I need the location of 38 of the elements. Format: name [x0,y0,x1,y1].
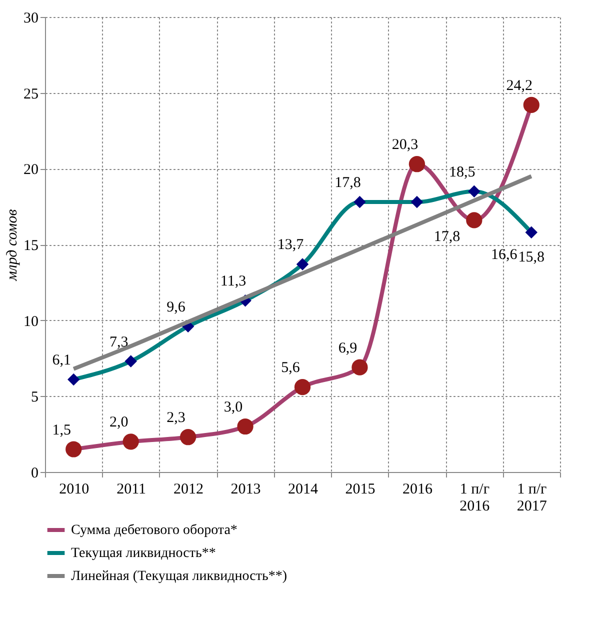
data-label: 1,5 [52,422,71,438]
y-axis-title: млрд сомов [4,208,20,282]
x-tick-label: 1 п/г 2016 [460,482,490,514]
legend-label: Текущая ликвидность** [71,546,216,561]
data-label: 6,1 [52,352,71,368]
data-label: 11,3 [220,274,246,290]
data-label: 2,3 [166,410,186,426]
y-tick-label: 10 [24,314,38,330]
data-label: 3,0 [224,400,243,416]
legend-label: Сумма дебетового оборота* [71,523,238,538]
data-label: 17,8 [434,229,460,246]
data-label: 17,8 [334,175,361,192]
y-tick-label: 0 [31,466,38,482]
data-label: 2,0 [109,414,128,431]
data-label: 6,9 [338,340,358,356]
data-label: 7,3 [109,334,128,350]
y-tick-label: 15 [24,238,38,254]
data-label: 20,3 [392,137,418,154]
y-tick-label: 5 [31,390,38,406]
data-label: 13,7 [277,237,304,254]
legend-label: Линейная (Текущая ликвидность**) [71,569,288,584]
data-label: 5,6 [281,360,300,376]
data-label: 18,5 [449,164,476,180]
data-label: 24,2 [506,78,533,94]
y-tick-label: 30 [24,10,38,26]
y-tick-label: 25 [24,86,38,102]
y-tick-label: 20 [24,162,38,178]
data-label: 16,6 [491,247,518,264]
data-label: 15,8 [518,249,545,266]
data-label: 9,6 [166,299,186,316]
x-tick-label: 2014 [288,482,318,498]
x-tick-label: 2010 [59,482,90,498]
x-tick-label: 2011 [116,482,146,498]
x-tick-label: 1 п/г 2017 [516,482,548,514]
x-tick-label: 2015 [345,482,376,498]
x-tick-label: 2012 [174,482,204,498]
x-tick-label: 2016 [402,482,433,498]
x-tick-label: 2013 [230,482,261,498]
